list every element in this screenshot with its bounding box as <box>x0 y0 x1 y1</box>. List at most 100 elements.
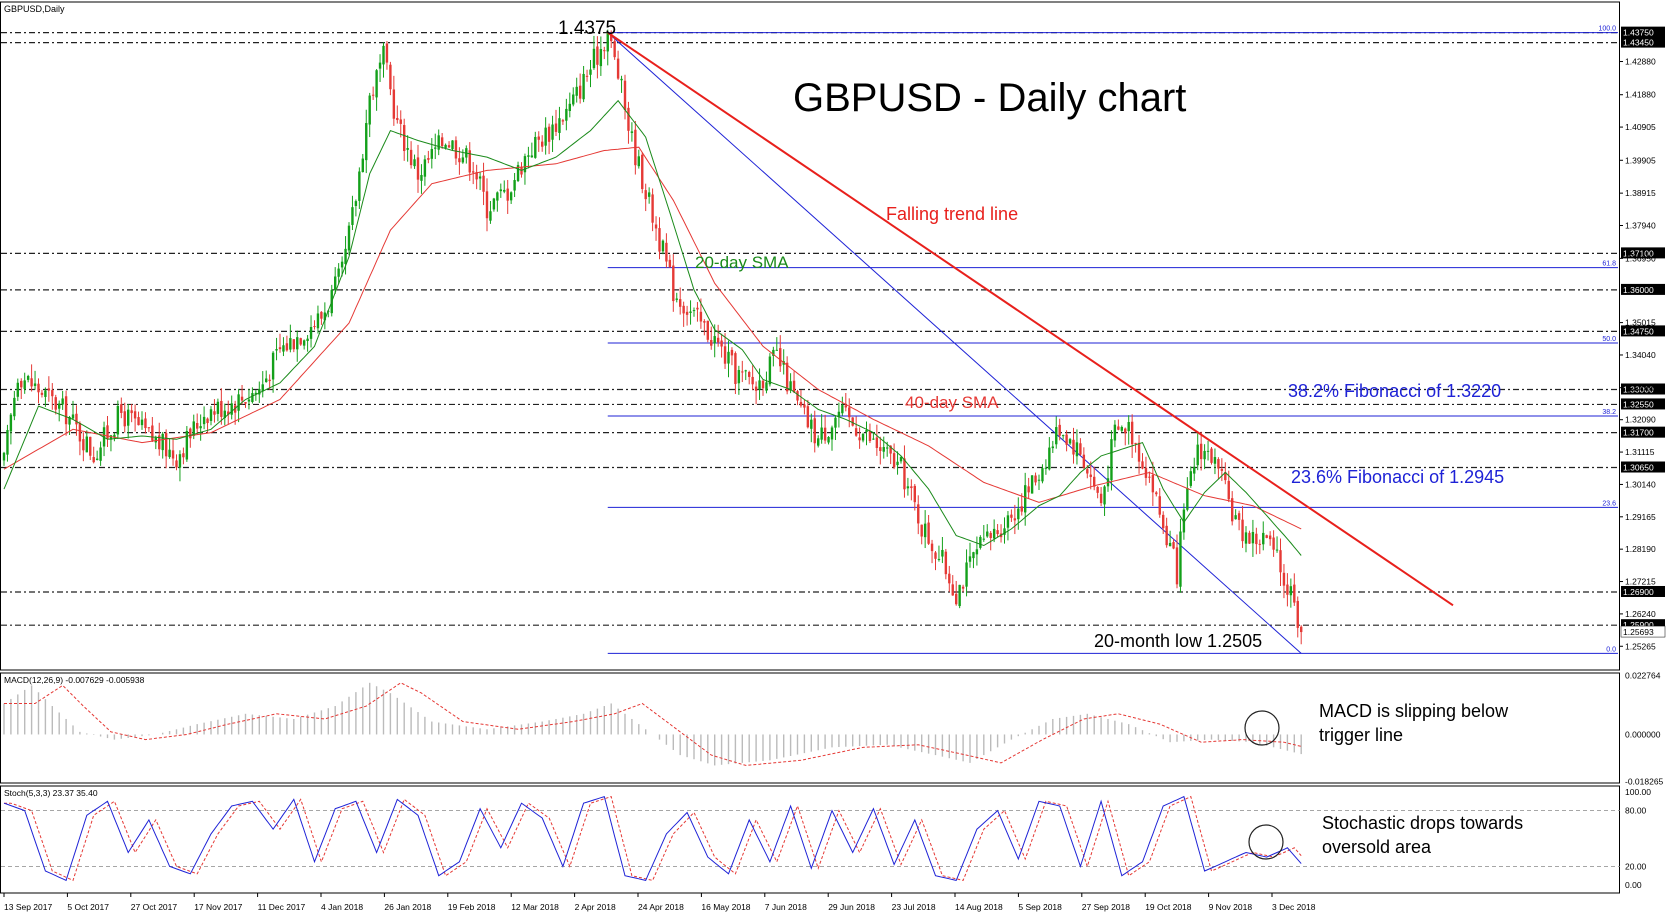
candle <box>903 445 906 498</box>
candle <box>1175 534 1179 589</box>
candle <box>1168 530 1172 547</box>
candle <box>741 360 744 383</box>
candle <box>641 152 644 194</box>
candle <box>299 337 302 346</box>
candle <box>472 162 475 185</box>
candle <box>851 417 854 427</box>
candle <box>575 77 578 103</box>
candle-body <box>392 89 396 119</box>
candle-body <box>472 171 475 173</box>
candle <box>1030 475 1034 494</box>
candle-body <box>240 396 244 401</box>
candle-body <box>458 158 461 163</box>
candle-body <box>1137 442 1141 462</box>
candle <box>475 164 478 190</box>
candle-body <box>796 391 799 401</box>
candle <box>375 69 378 111</box>
candle-body <box>1258 543 1261 545</box>
candle <box>1079 438 1082 456</box>
candle-body <box>99 447 102 461</box>
date-tick-label: 16 May 2018 <box>701 902 750 912</box>
level-tag-bg <box>1621 36 1665 48</box>
candle-body <box>316 313 320 329</box>
candle <box>1275 536 1279 553</box>
candle-body <box>506 188 509 201</box>
candle <box>64 390 68 436</box>
candle-body <box>682 305 685 314</box>
candle-body <box>1237 513 1241 520</box>
candle-body <box>744 370 747 372</box>
candle-body <box>568 103 571 111</box>
candle <box>1265 534 1268 539</box>
candle <box>1165 517 1168 548</box>
candle-body <box>1003 528 1006 535</box>
candle <box>1251 519 1255 557</box>
candle-body <box>775 349 778 351</box>
date-tick-label: 27 Oct 2017 <box>131 902 178 912</box>
candle <box>592 35 596 70</box>
candle-body <box>375 70 378 98</box>
candle <box>820 414 823 444</box>
candle <box>1296 596 1299 638</box>
candle <box>768 353 772 387</box>
candle <box>164 429 168 469</box>
candle-body <box>951 584 954 596</box>
candle <box>506 179 509 214</box>
candle-body <box>565 108 568 121</box>
candle-body <box>672 265 675 302</box>
fibonacci-ratio-label: 23.6 <box>1602 500 1616 507</box>
candle-body <box>665 242 668 262</box>
candle-body <box>278 347 282 350</box>
candle-body <box>910 486 913 489</box>
price-tick-label: 1.33055 <box>1625 383 1656 393</box>
candle-body <box>716 337 720 343</box>
stochastic-tick-label: 80.00 <box>1625 806 1647 816</box>
candle-body <box>95 458 99 460</box>
candle <box>503 180 506 194</box>
candle-body <box>1165 525 1168 546</box>
date-tick-label: 11 Dec 2017 <box>258 902 306 912</box>
candle <box>596 36 599 79</box>
candle <box>896 451 899 475</box>
candle <box>737 365 741 395</box>
stochastic-tick-label: 100.00 <box>1625 787 1651 797</box>
candle <box>599 36 603 76</box>
candle <box>979 535 982 550</box>
candle-body <box>1089 474 1092 477</box>
candle <box>582 65 585 103</box>
candle-body <box>120 404 123 413</box>
candle <box>6 424 9 462</box>
candle-body <box>837 411 841 417</box>
candle <box>689 300 692 325</box>
candle-body <box>810 419 813 429</box>
candle-body <box>1224 472 1227 481</box>
candle-body <box>20 380 23 388</box>
macd-header: MACD(12,26,9) -0.007629 -0.005938 <box>4 675 145 685</box>
fibonacci-diagonal <box>607 32 1302 654</box>
candle-body <box>751 376 754 385</box>
candle-body <box>58 403 61 409</box>
candle <box>354 199 358 217</box>
candle <box>944 548 948 580</box>
sma-20-label: 20-day SMA <box>695 253 789 272</box>
candle-body <box>247 399 251 402</box>
candle <box>637 149 640 169</box>
level-tag-label: 1.26900 <box>1623 587 1654 597</box>
candle <box>554 109 558 137</box>
candle <box>927 514 930 545</box>
candle-body <box>913 485 916 503</box>
candle-body <box>1141 461 1144 469</box>
candle-body <box>1068 439 1072 444</box>
candle <box>1089 461 1092 490</box>
candle <box>1158 488 1161 518</box>
candle-body <box>371 94 375 96</box>
candle-body <box>1017 508 1020 520</box>
candle-body <box>785 362 789 392</box>
candle <box>261 371 264 398</box>
candle <box>834 415 837 441</box>
candle <box>378 54 382 82</box>
candle <box>40 389 44 398</box>
candle <box>351 195 354 231</box>
candle-body <box>447 145 451 148</box>
candle <box>537 131 540 152</box>
